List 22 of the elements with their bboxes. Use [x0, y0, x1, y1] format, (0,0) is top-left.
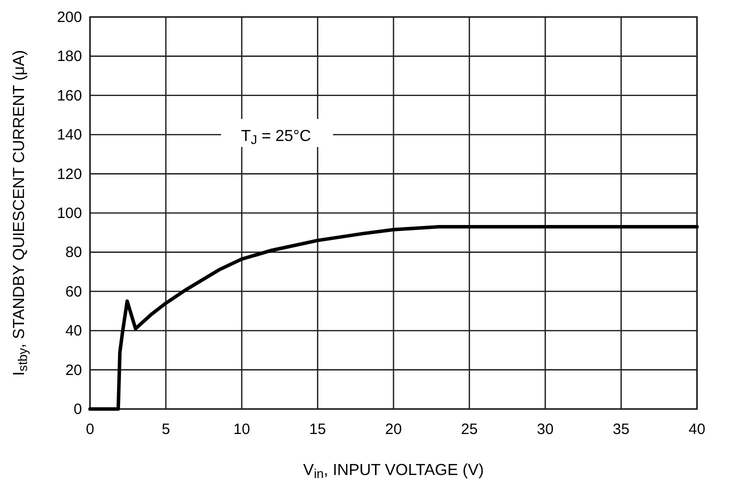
y-tick-label: 140 — [56, 126, 82, 144]
x-tick-label: 20 — [385, 421, 402, 438]
y-tick-label: 0 — [74, 401, 82, 418]
y-tick-label: 40 — [65, 322, 82, 340]
x-tick-label: 30 — [536, 421, 554, 438]
x-tick-label: 40 — [688, 421, 706, 438]
annotation: T$_{J}$ = 25°C — [240, 128, 312, 148]
y-tick-label: 160 — [56, 87, 82, 104]
x-tick-label: 15 — [309, 421, 326, 438]
x-tick-label: 35 — [612, 421, 630, 438]
y-tick-label: 100 — [56, 205, 82, 222]
y-tick-label: 60 — [65, 283, 82, 300]
y-tick-label: 180 — [56, 48, 82, 66]
x-tick-label: 5 — [162, 421, 170, 438]
x-tick-label: 25 — [461, 421, 478, 438]
x-axis-title: V$_{in}$, INPUT VOLTAGE (V) — [303, 462, 484, 482]
y-tick-label: 20 — [65, 362, 82, 379]
y-tick-label: 200 — [56, 9, 82, 26]
x-tick-label: 10 — [233, 421, 250, 438]
x-tick-label: 0 — [86, 421, 94, 438]
y-tick-label: 120 — [56, 166, 82, 183]
y-tick-label: 80 — [65, 244, 82, 262]
